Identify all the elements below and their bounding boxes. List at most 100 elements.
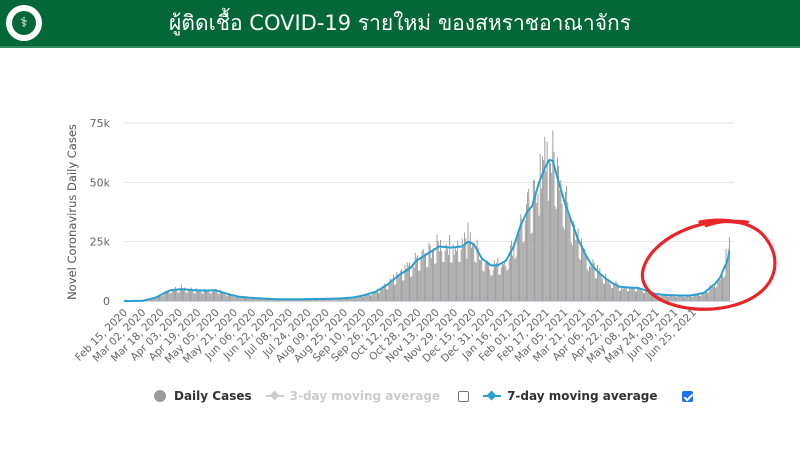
daily-case-bar[interactable] [696, 295, 697, 301]
daily-case-bar[interactable] [258, 299, 259, 301]
daily-case-bar[interactable] [367, 295, 368, 301]
daily-case-bar[interactable] [495, 264, 496, 301]
daily-case-bar[interactable] [259, 299, 260, 301]
daily-case-bar[interactable] [683, 297, 684, 301]
daily-case-bar[interactable] [701, 294, 702, 301]
daily-case-bar[interactable] [441, 251, 442, 301]
daily-case-bar[interactable] [200, 290, 201, 301]
legend-3day-average[interactable]: 3-day moving average [266, 389, 440, 403]
daily-case-bar[interactable] [698, 294, 699, 301]
daily-case-bar[interactable] [394, 285, 395, 301]
daily-case-bar[interactable] [180, 290, 181, 301]
daily-case-bar[interactable] [651, 295, 652, 301]
daily-case-bar[interactable] [606, 280, 607, 301]
daily-case-bar[interactable] [607, 281, 608, 301]
daily-case-bar[interactable] [416, 258, 417, 301]
daily-case-bar[interactable] [375, 292, 376, 301]
daily-case-bar[interactable] [171, 293, 172, 301]
daily-case-bar[interactable] [712, 286, 713, 301]
daily-case-bar[interactable] [493, 270, 494, 301]
daily-case-bar[interactable] [177, 293, 178, 301]
daily-case-bar[interactable] [461, 250, 462, 301]
daily-case-bar[interactable] [430, 245, 431, 301]
daily-case-bar[interactable] [667, 297, 668, 301]
daily-case-bar[interactable] [625, 288, 626, 301]
daily-case-bar[interactable] [447, 249, 448, 301]
daily-case-bar[interactable] [674, 296, 675, 301]
daily-case-bar[interactable] [402, 281, 403, 301]
daily-case-bar[interactable] [629, 288, 630, 301]
daily-case-bar[interactable] [516, 257, 517, 301]
daily-case-bar[interactable] [559, 190, 560, 301]
daily-case-bar[interactable] [243, 298, 244, 301]
daily-case-bar[interactable] [242, 298, 243, 301]
daily-case-bar[interactable] [425, 254, 426, 301]
daily-case-bar[interactable] [535, 193, 536, 301]
daily-case-bar[interactable] [523, 243, 524, 301]
3day-average-checkbox[interactable] [458, 391, 469, 402]
daily-case-bar[interactable] [426, 267, 427, 301]
daily-case-bar[interactable] [708, 292, 709, 301]
daily-case-bar[interactable] [250, 299, 251, 301]
daily-case-bar[interactable] [703, 293, 704, 301]
daily-case-bar[interactable] [190, 291, 191, 301]
daily-case-bar[interactable] [189, 290, 190, 301]
daily-case-bar[interactable] [692, 297, 693, 301]
daily-case-bar[interactable] [213, 292, 214, 301]
daily-case-bar[interactable] [722, 275, 723, 301]
daily-case-bar[interactable] [221, 292, 222, 301]
daily-case-bar[interactable] [496, 263, 497, 301]
daily-case-bar[interactable] [556, 209, 557, 301]
daily-case-bar[interactable] [700, 296, 701, 301]
daily-case-bar[interactable] [568, 215, 569, 301]
daily-case-bar[interactable] [382, 288, 383, 301]
7day-average-checkbox[interactable] [682, 391, 693, 402]
daily-case-bar[interactable] [415, 253, 416, 301]
daily-case-bar[interactable] [564, 229, 565, 301]
daily-case-bar[interactable] [633, 287, 634, 301]
daily-case-bar[interactable] [153, 299, 154, 301]
daily-case-bar[interactable] [179, 293, 180, 301]
daily-case-bar[interactable] [227, 296, 228, 301]
daily-case-bar[interactable] [427, 267, 428, 301]
daily-case-bar[interactable] [724, 276, 725, 301]
daily-case-bar[interactable] [203, 293, 204, 301]
daily-case-bar[interactable] [486, 261, 487, 301]
daily-case-bar[interactable] [479, 260, 480, 301]
daily-case-bar[interactable] [721, 275, 722, 301]
daily-case-bar[interactable] [711, 289, 712, 301]
daily-case-bar[interactable] [596, 279, 597, 301]
daily-case-bar[interactable] [476, 263, 477, 301]
daily-case-bar[interactable] [555, 206, 556, 301]
daily-case-bar[interactable] [453, 244, 454, 301]
daily-case-bar[interactable] [548, 201, 549, 301]
daily-case-bar[interactable] [584, 249, 585, 301]
daily-case-bar[interactable] [455, 247, 456, 301]
daily-case-bar[interactable] [383, 289, 384, 301]
daily-case-bar[interactable] [643, 293, 644, 301]
daily-case-bar[interactable] [630, 288, 631, 301]
daily-case-bar[interactable] [604, 284, 605, 301]
daily-case-bar[interactable] [197, 290, 198, 301]
daily-case-bar[interactable] [355, 298, 356, 301]
daily-case-bar[interactable] [451, 262, 452, 301]
daily-case-bar[interactable] [552, 130, 553, 301]
daily-case-bar[interactable] [218, 294, 219, 301]
daily-case-bar[interactable] [432, 251, 433, 301]
daily-case-bar[interactable] [614, 285, 615, 301]
daily-case-bar[interactable] [539, 216, 540, 301]
daily-case-bar[interactable] [174, 291, 175, 301]
daily-case-bar[interactable] [623, 287, 624, 301]
daily-case-bar[interactable] [714, 286, 715, 301]
daily-case-bar[interactable] [697, 295, 698, 301]
daily-case-bar[interactable] [360, 297, 361, 301]
daily-case-bar[interactable] [414, 268, 415, 301]
daily-case-bar[interactable] [675, 297, 676, 301]
daily-case-bar[interactable] [251, 299, 252, 301]
daily-case-bar[interactable] [627, 291, 628, 301]
daily-case-bar[interactable] [219, 294, 220, 301]
daily-case-bar[interactable] [176, 289, 177, 301]
daily-case-bar[interactable] [524, 241, 525, 301]
daily-case-bar[interactable] [613, 284, 614, 301]
daily-case-bar[interactable] [720, 280, 721, 301]
